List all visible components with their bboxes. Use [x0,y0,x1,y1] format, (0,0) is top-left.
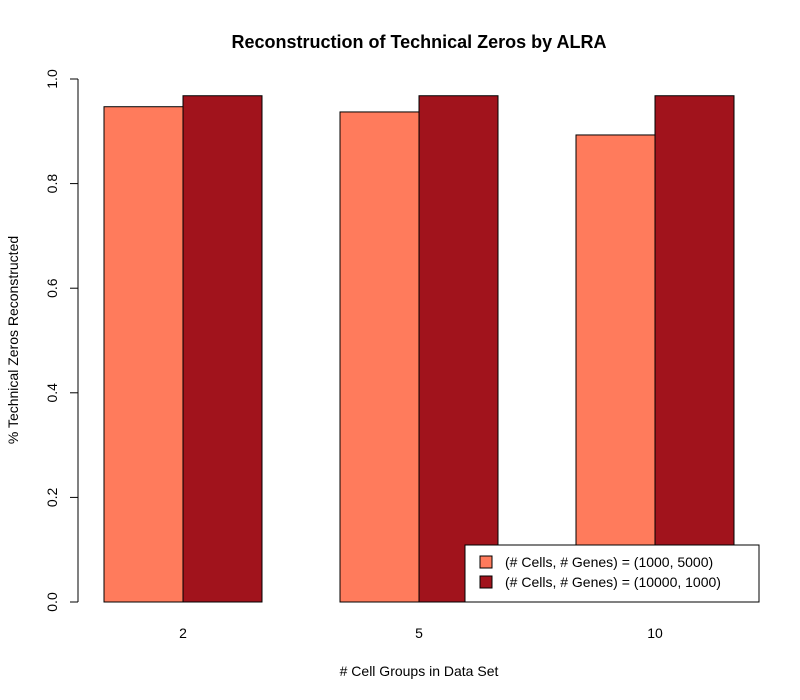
x-tick-label: 5 [415,625,423,641]
bar-5-series-1 [339,111,420,603]
y-tick-label: 0.4 [44,383,60,403]
bar-2-series-2 [182,95,263,603]
y-tick-label: 0.6 [44,278,60,298]
bars [103,95,735,603]
y-axis-label: % Technical Zeros Reconstructed [5,236,21,444]
y-tick-label: 1.0 [44,69,60,89]
legend-box [464,544,760,603]
legend-label-2: (# Cells, # Genes) = (10000, 1000) [505,574,721,590]
x-tick-label: 2 [179,625,187,641]
legend-label-1: (# Cells, # Genes) = (1000, 5000) [505,554,713,570]
legend: (# Cells, # Genes) = (1000, 5000) (# Cell… [464,544,760,603]
bar-10-series-2 [654,95,735,603]
bar-2-series-1 [103,106,184,603]
bar-5-series-2 [418,95,499,603]
y-tick-label: 0.2 [44,487,60,507]
y-tick-label: 0.8 [44,174,60,194]
x-axis: 2 5 10 [179,625,663,641]
legend-swatch-1 [479,555,493,569]
bar-10-series-1 [575,134,656,603]
x-axis-label: # Cell Groups in Data Set [340,663,499,679]
x-tick-label: 10 [647,625,663,641]
y-tick-label: 0.0 [44,592,60,612]
legend-swatch-2 [479,575,493,589]
y-axis: 0.0 0.2 0.4 0.6 0.8 1.0 [44,69,79,612]
chart-title: Reconstruction of Technical Zeros by ALR… [231,32,606,52]
